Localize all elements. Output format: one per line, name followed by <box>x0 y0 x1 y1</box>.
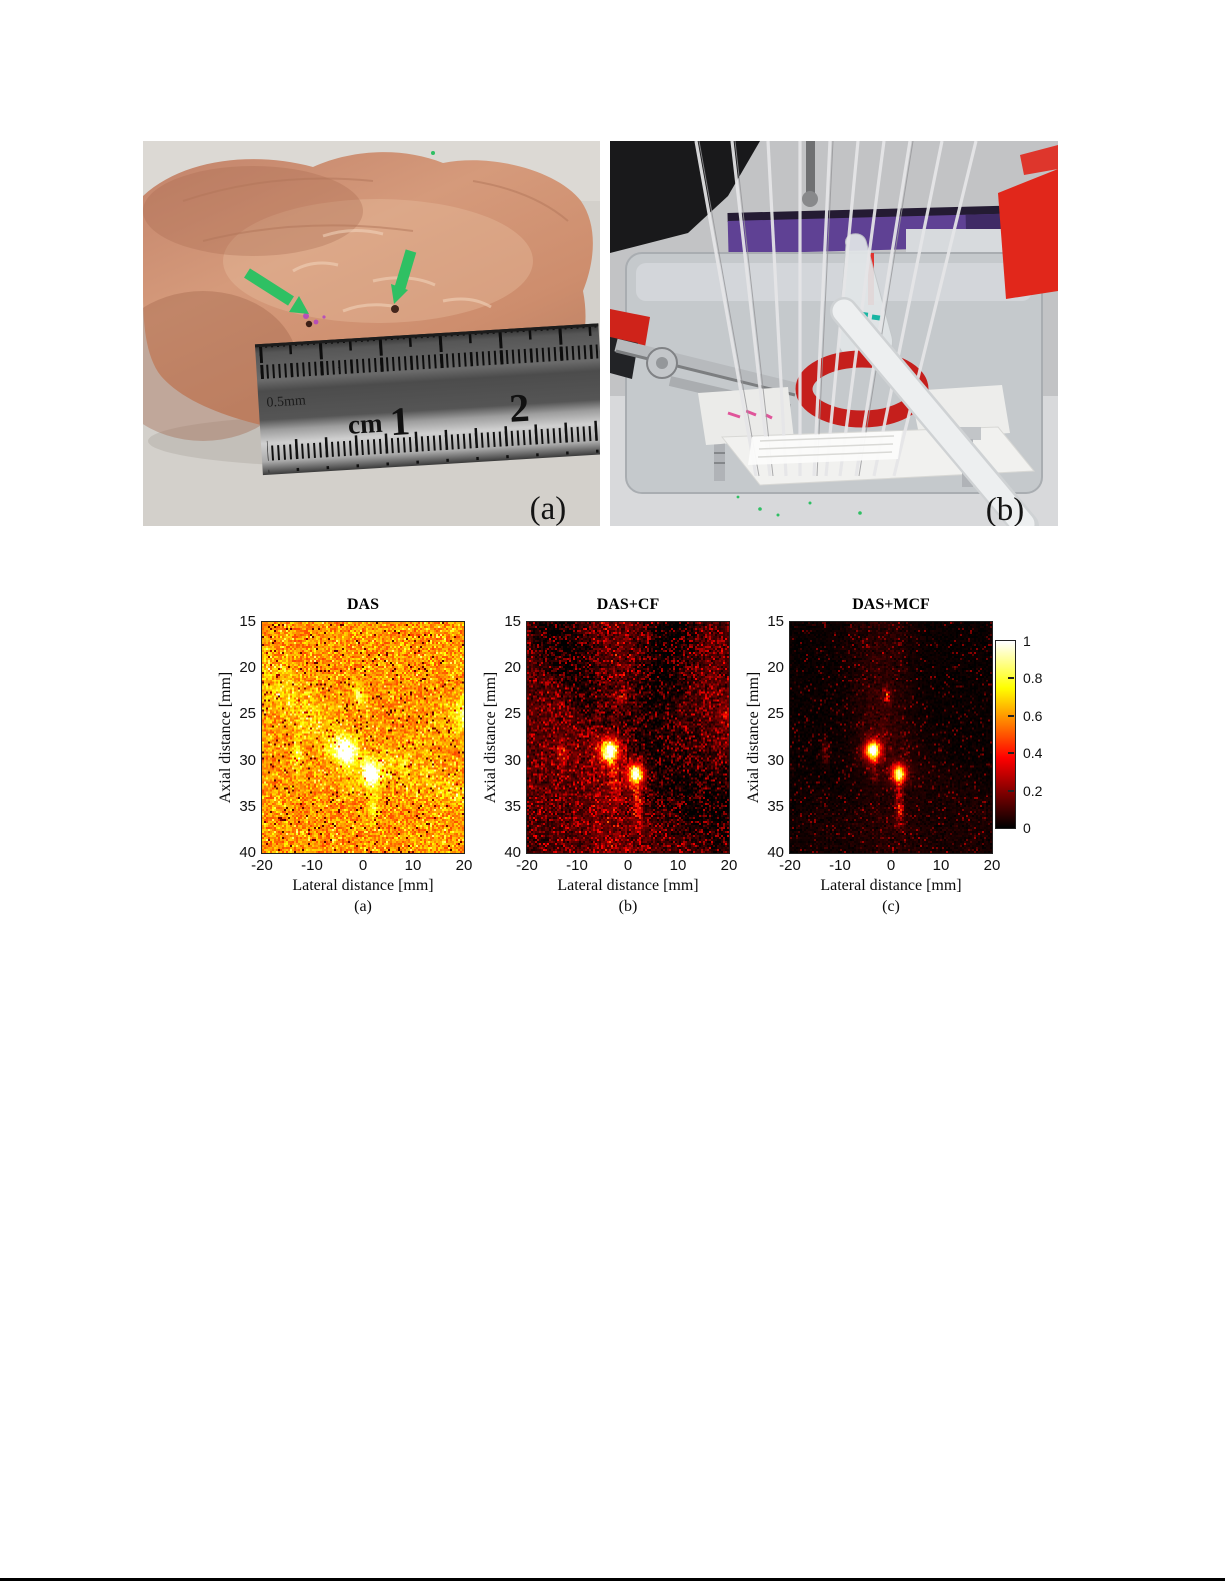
heatmap-das-mcf <box>789 621 993 854</box>
y-axis-label: Axial distance [mm] <box>482 671 499 804</box>
plot-title-das-cf: DAS+CF <box>596 596 660 613</box>
y-tick-label: 25 <box>767 705 784 722</box>
x-tick-label: 0 <box>623 857 633 874</box>
y-tick-label: 40 <box>504 844 521 861</box>
y-axis-label: Axial distance [mm] <box>745 671 762 804</box>
subpanel-label-b: (b) <box>618 898 638 915</box>
colorbar-tick-label: 0 <box>1023 820 1031 836</box>
ruler-unit-label: cm <box>347 408 384 440</box>
x-tick-label: -10 <box>566 857 588 874</box>
ruler-graduation-label: 0.5mm <box>266 393 306 410</box>
colorbar-tick-label: 0.2 <box>1023 783 1043 799</box>
x-axis-label: Lateral distance [mm] <box>292 877 434 894</box>
muscle-striations <box>182 177 569 242</box>
probe-rod <box>832 299 1035 526</box>
ruler-number-2: 2 <box>508 385 531 431</box>
ruler: 0.5mm cm 1 2 <box>254 323 600 476</box>
green-arrow-right <box>391 249 417 304</box>
y-tick-label: 25 <box>239 705 256 722</box>
x-tick-label: -20 <box>516 857 538 874</box>
colorbar <box>995 640 1016 829</box>
x-tick-label: -20 <box>251 857 273 874</box>
fiber-array <box>694 141 978 477</box>
panel-label-a: (a) <box>530 491 567 526</box>
x-tick-label: 20 <box>720 857 738 874</box>
tissue-shading-top <box>143 166 363 256</box>
colorbar-tick-label: 1 <box>1023 633 1031 649</box>
x-tick-label: 10 <box>404 857 422 874</box>
y-tick-label: 15 <box>767 613 784 630</box>
y-tick-label: 30 <box>767 752 784 769</box>
x-tick-label: 20 <box>983 857 1001 874</box>
green-specks <box>736 495 862 517</box>
panel-label-b: (b) <box>986 492 1024 526</box>
photo-tissue-with-ruler: 0.5mm cm 1 2 (a) <box>143 141 600 526</box>
y-tick-label: 35 <box>504 798 521 815</box>
colorbar-tick <box>1008 677 1014 679</box>
subpanel-label-a: (a) <box>354 898 372 915</box>
subpanel-label-c: (c) <box>882 898 900 915</box>
heatmap-das-cf <box>526 621 730 854</box>
rod-cap <box>802 191 818 207</box>
heatmap-das <box>261 621 465 854</box>
fiber-array-edges <box>698 141 914 477</box>
page-bottom-rule <box>0 1578 1225 1581</box>
x-tick-label: -10 <box>301 857 323 874</box>
red-tape-right <box>998 169 1058 299</box>
x-tick-label: -10 <box>829 857 851 874</box>
red-tape-top <box>1020 145 1058 175</box>
green-arrow-left <box>244 268 309 314</box>
colorbar-tick <box>1008 790 1014 792</box>
dark-equipment <box>610 141 760 253</box>
y-tick-label: 20 <box>767 659 784 676</box>
y-tick-label: 30 <box>239 752 256 769</box>
y-tick-label: 35 <box>239 798 256 815</box>
y-tick-label: 35 <box>767 798 784 815</box>
colorbar-tick <box>1008 752 1014 754</box>
x-tick-label: 0 <box>886 857 896 874</box>
plot-title-das-mcf: DAS+MCF <box>852 596 930 613</box>
y-tick-label: 20 <box>504 659 521 676</box>
y-tick-label: 20 <box>239 659 256 676</box>
x-tick-label: -20 <box>779 857 801 874</box>
colorbar-tick-label: 0.6 <box>1023 708 1043 724</box>
y-tick-label: 15 <box>239 613 256 630</box>
y-tick-label: 15 <box>504 613 521 630</box>
y-tick-label: 40 <box>239 844 256 861</box>
fiber-ribbon-lines <box>757 435 895 458</box>
y-tick-label: 40 <box>767 844 784 861</box>
green-speck <box>431 151 435 155</box>
x-tick-label: 10 <box>932 857 950 874</box>
metal-rod <box>806 141 815 199</box>
colorbar-tick <box>1008 715 1014 717</box>
tank-rim-highlight <box>636 263 1032 301</box>
insertion-hole-2 <box>305 320 313 328</box>
x-tick-label: 20 <box>455 857 473 874</box>
x-tick-label: 0 <box>358 857 368 874</box>
ruler-number-1: 1 <box>389 398 412 444</box>
tissue-highlight <box>223 199 533 323</box>
colorbar-tick-label: 0.8 <box>1023 670 1043 686</box>
y-axis-label: Axial distance [mm] <box>217 671 234 804</box>
x-axis-label: Lateral distance [mm] <box>557 877 699 894</box>
x-axis-label: Lateral distance [mm] <box>820 877 962 894</box>
colorbar-tick-label: 0.4 <box>1023 745 1043 761</box>
y-tick-label: 30 <box>504 752 521 769</box>
insertion-hole <box>391 305 399 313</box>
plot-title-das: DAS <box>346 596 379 613</box>
photo-experimental-setup: (b) <box>610 141 1058 526</box>
y-tick-label: 25 <box>504 705 521 722</box>
x-tick-label: 10 <box>669 857 687 874</box>
